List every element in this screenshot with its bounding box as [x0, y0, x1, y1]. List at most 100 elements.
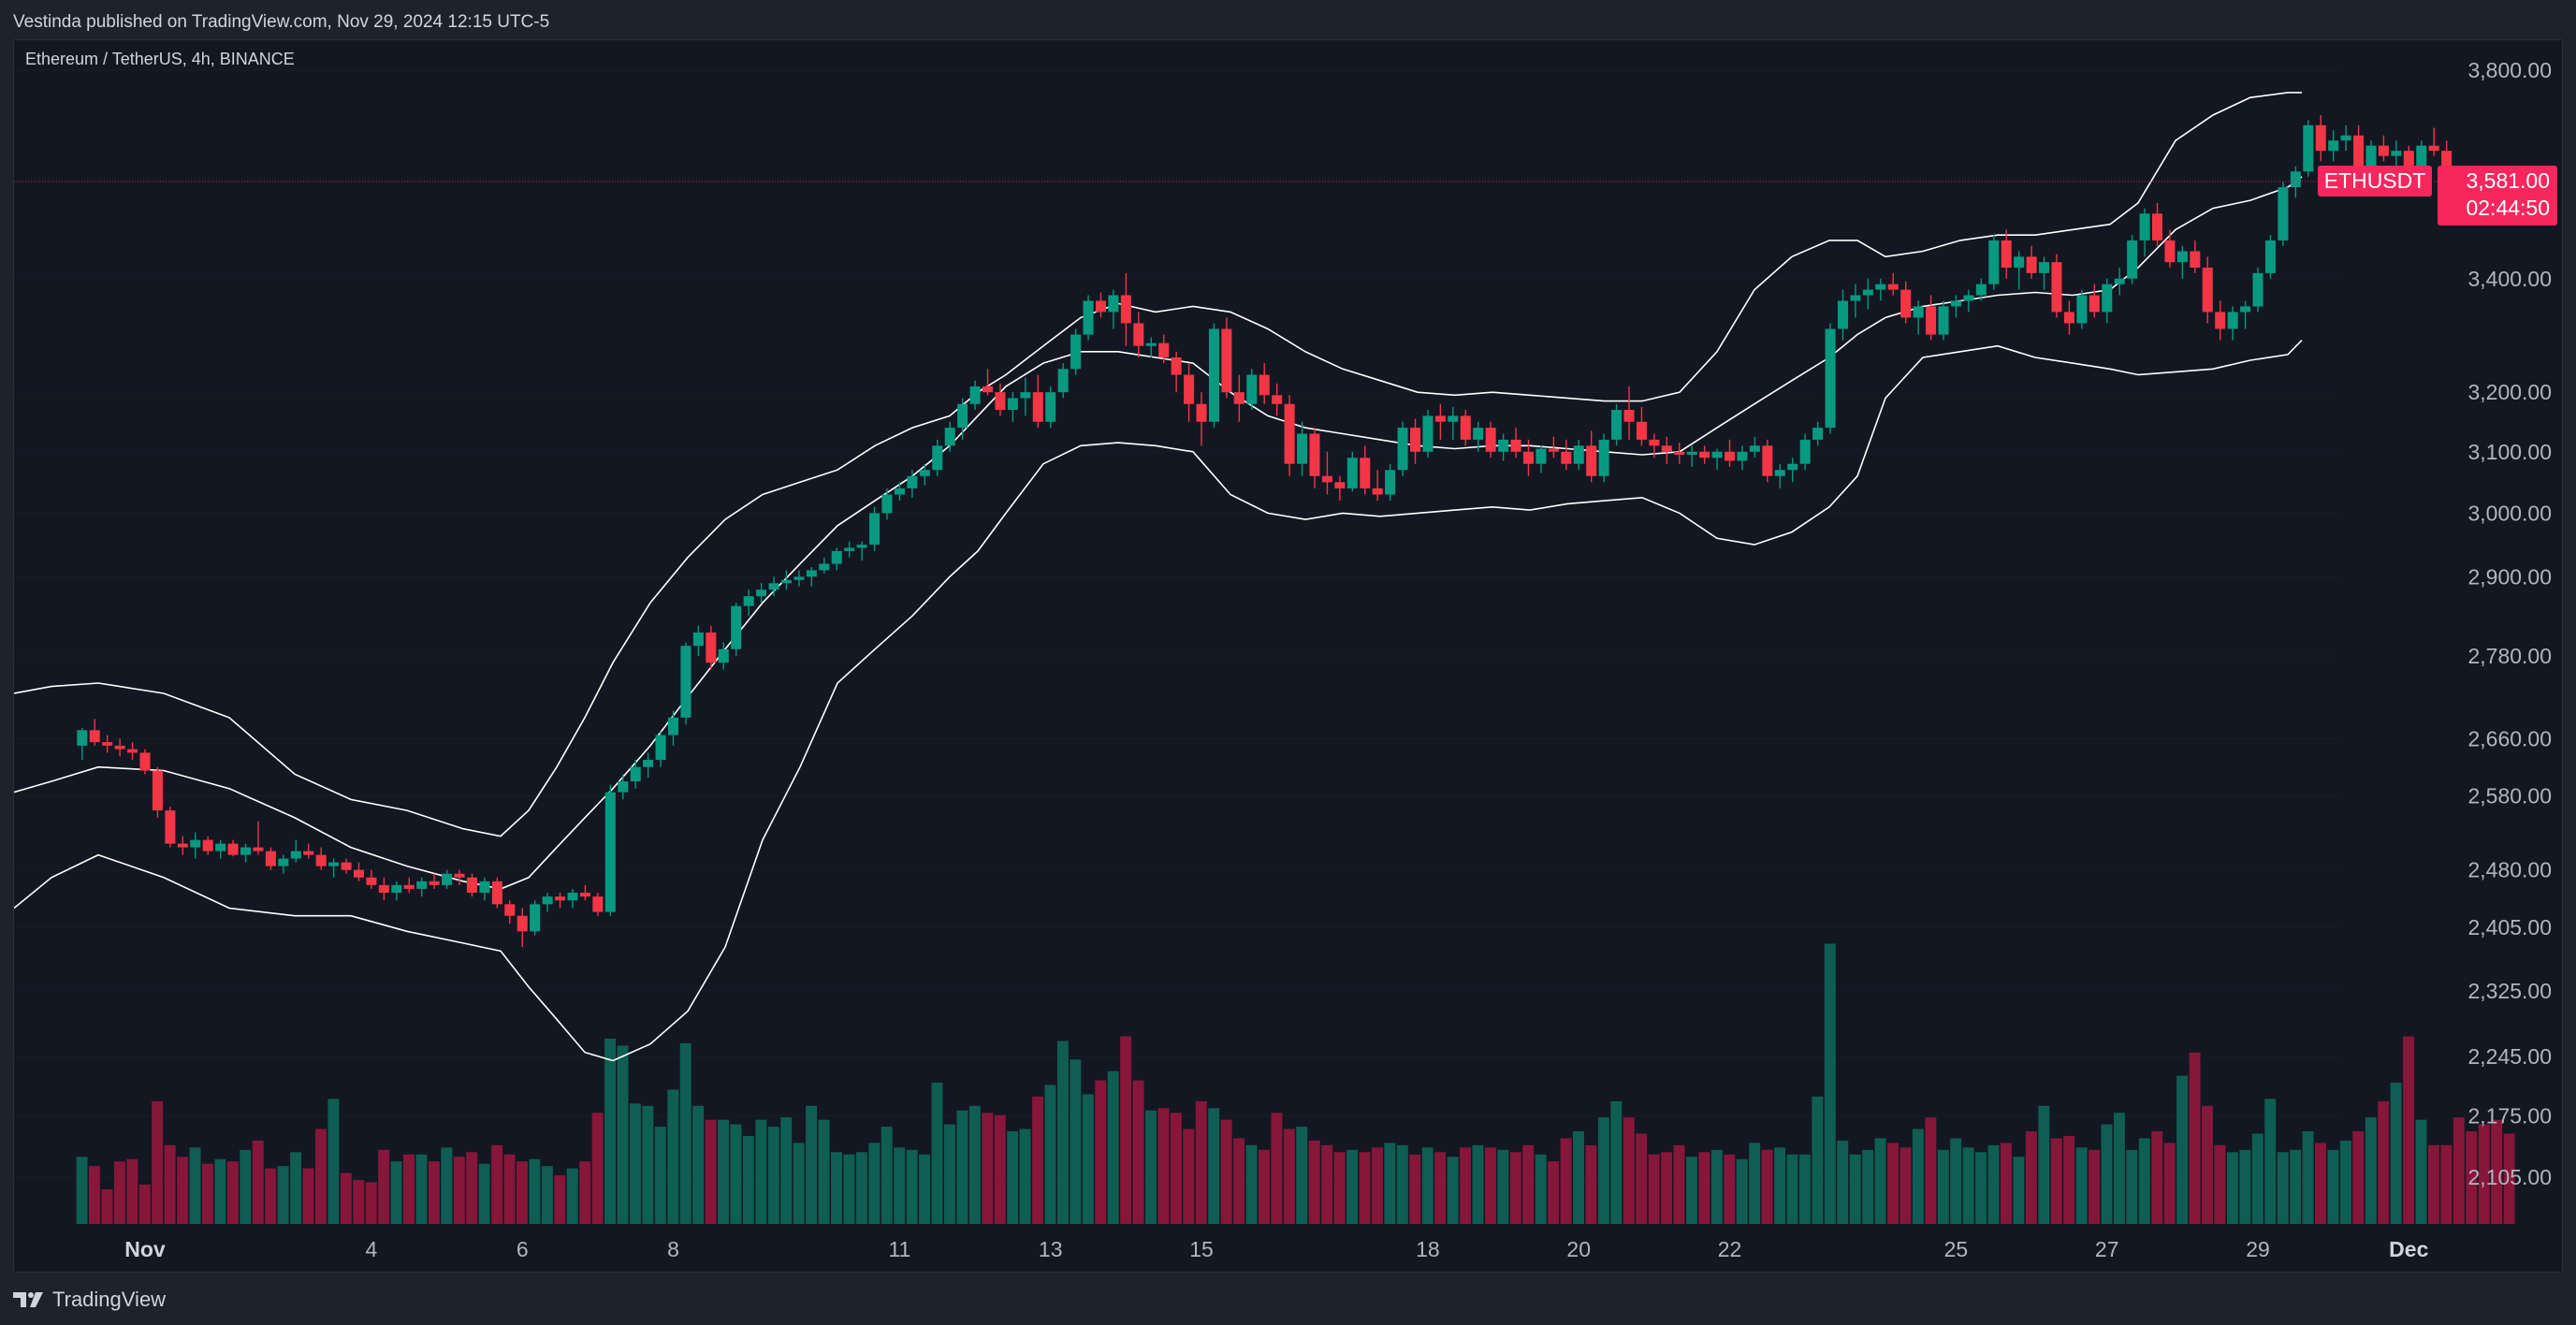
volume-bars	[76, 943, 2515, 1224]
candle-body	[718, 648, 729, 663]
candle-body	[1196, 403, 1207, 422]
chart-frame[interactable]: 3,800.00 3,400.00 3,200.00 3,100.00 3,000.00…	[13, 39, 2563, 1273]
candle	[618, 774, 629, 800]
candle-body	[1434, 415, 1446, 422]
candle-body	[756, 590, 767, 597]
candle-body	[1171, 357, 1182, 375]
candle-body	[2264, 240, 2277, 273]
candle	[1636, 406, 1647, 446]
candle	[1975, 278, 1987, 301]
candlestick-chart[interactable]: 3,800.00 3,400.00 3,200.00 3,100.00 3,000.00…	[14, 40, 2563, 1273]
time-axis[interactable]: Nov 4 6 8 11 13 15 18 20 22 25 27 29 Dec	[124, 1237, 2428, 1261]
candle	[1623, 386, 1635, 440]
candle	[919, 463, 930, 486]
candle-body	[1409, 428, 1421, 452]
volume-bar	[2427, 1144, 2439, 1224]
volume-bar	[755, 1119, 767, 1224]
volume-bar	[327, 1099, 340, 1224]
candle-body	[1749, 445, 1760, 452]
price-tick-label: 2,245.00	[2467, 1044, 2552, 1069]
candle	[1057, 363, 1069, 399]
volume-bar	[2327, 1149, 2339, 1224]
candle-body	[1825, 328, 1836, 429]
volume-bar	[1245, 1144, 1258, 1224]
time-tick-label: 18	[1416, 1237, 1440, 1261]
candle-body	[1573, 445, 1584, 464]
candle	[1297, 421, 1308, 476]
candle	[341, 858, 352, 874]
volume-bar	[1887, 1143, 1899, 1224]
candle	[1725, 439, 1736, 467]
volume-bar	[1812, 1096, 1824, 1224]
candle	[1221, 317, 1232, 399]
candle	[2264, 235, 2277, 279]
candle-body	[1334, 482, 1346, 488]
candle	[643, 752, 654, 779]
candle	[1196, 392, 1207, 446]
candle	[1913, 300, 1924, 335]
candle-body	[768, 583, 779, 590]
volume-bar	[2251, 1133, 2263, 1224]
volume-bar	[2138, 1138, 2150, 1224]
candle	[1397, 421, 1408, 476]
candle	[1598, 433, 1609, 483]
candle-body	[2139, 213, 2150, 240]
last-price-labels: ETHUSDT 3,581.00 02:44:50	[2318, 166, 2557, 226]
candle	[429, 873, 440, 889]
tradingview-logo[interactable]: TradingView	[13, 1288, 166, 1312]
volume-bar	[214, 1158, 226, 1224]
candle	[102, 735, 113, 753]
candle-body	[2001, 240, 2012, 269]
candle	[2240, 300, 2251, 329]
candle	[894, 482, 905, 502]
price-tick-label: 2,105.00	[2467, 1165, 2552, 1189]
candle	[466, 873, 477, 897]
volume-bar	[453, 1157, 465, 1224]
candle-body	[831, 550, 842, 564]
volume-bar	[2189, 1052, 2201, 1224]
volume-bar	[1044, 1085, 1056, 1224]
candle	[391, 881, 402, 901]
candle-body	[2176, 251, 2188, 263]
price-axis[interactable]: 3,800.00 3,400.00 3,200.00 3,100.00 3,000.00…	[2467, 58, 2552, 1189]
candle	[2014, 251, 2025, 290]
candle-body	[1145, 342, 1157, 346]
candle	[844, 541, 855, 558]
candle	[1020, 377, 1031, 416]
candle-body	[341, 862, 352, 870]
candle	[1272, 383, 1283, 416]
candle-body	[1887, 284, 1899, 290]
candle	[869, 506, 880, 551]
candle	[1875, 278, 1886, 301]
candle-body	[1522, 451, 1535, 464]
candle-body	[1636, 421, 1647, 440]
candle	[1498, 433, 1509, 461]
volume-bar	[1409, 1154, 1421, 1224]
time-tick-label: 6	[517, 1237, 529, 1261]
volume-bar	[2491, 1119, 2503, 1224]
candle	[1812, 421, 1824, 446]
candle	[1120, 272, 1131, 346]
candle	[1321, 451, 1332, 495]
volume-bar	[1925, 1117, 1937, 1224]
candle	[630, 760, 641, 789]
volume-bar	[265, 1168, 277, 1224]
candle-body	[2088, 295, 2100, 313]
candle-body	[819, 563, 830, 571]
candle	[1787, 458, 1798, 483]
candle-body	[743, 596, 754, 606]
volume-bar	[1736, 1158, 1748, 1224]
candle-body	[240, 847, 252, 855]
volume-bar	[943, 1124, 955, 1224]
candle-body	[1221, 328, 1232, 393]
candle-body	[165, 810, 176, 844]
candle	[806, 566, 817, 587]
candle	[655, 731, 666, 767]
candle-body	[1913, 306, 1924, 318]
volume-bar	[1333, 1152, 1346, 1224]
candle	[1070, 328, 1082, 375]
candles	[77, 115, 2452, 948]
candle-body	[1297, 433, 1308, 464]
volume-bar	[2277, 1152, 2289, 1224]
volume-bar	[517, 1161, 528, 1224]
